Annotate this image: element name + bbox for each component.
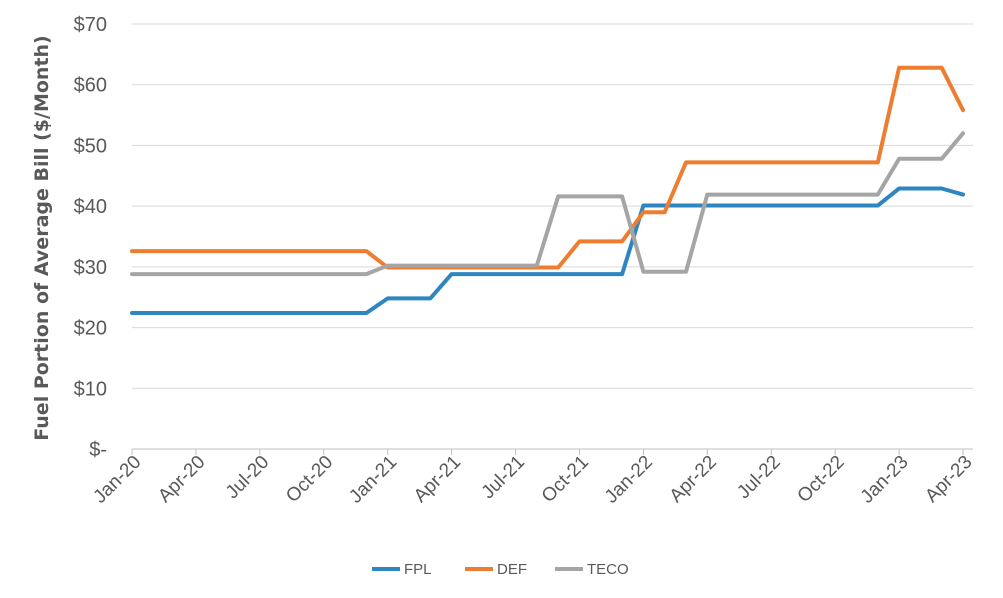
y-axis-tick-labels: $- $10 $20 $30 $40 $50 $60 $70 — [74, 14, 107, 461]
legend-label-def: DEF — [497, 561, 527, 578]
x-tick-label: Apr-23 — [921, 452, 976, 507]
x-tick-label: Apr-21 — [410, 452, 465, 507]
x-tick-label: Oct-21 — [538, 452, 593, 507]
series-line-fpl — [130, 186, 965, 315]
y-tick-label: $10 — [74, 378, 107, 400]
x-tick-label: Jul-22 — [733, 452, 784, 503]
legend: FPL DEF TECO — [372, 561, 629, 578]
legend-label-fpl: FPL — [404, 561, 432, 578]
y-tick-label: $60 — [74, 75, 107, 97]
x-tick-label: Oct-20 — [282, 452, 337, 507]
x-tick-label: Jul-20 — [222, 452, 273, 503]
x-axis — [131, 448, 973, 455]
series-lines — [130, 65, 965, 315]
y-tick-label: $70 — [74, 14, 107, 36]
legend-label-teco: TECO — [587, 561, 629, 578]
x-axis-tick-labels: Jan-20 Apr-20 Jul-20 Oct-20 Jan-21 Apr-21 Jul-… — [90, 452, 977, 508]
y-tick-label: $30 — [74, 257, 107, 279]
x-tick-label: Apr-20 — [154, 452, 209, 507]
x-tick-label: Jan-21 — [345, 452, 401, 508]
x-tick-label: Apr-22 — [666, 452, 721, 507]
x-tick-label: Jan-23 — [857, 452, 913, 508]
x-tick-label: Oct-22 — [794, 452, 849, 507]
x-tick-label: Jan-22 — [601, 452, 657, 508]
x-tick-label: Jul-21 — [478, 452, 529, 503]
y-tick-label: $50 — [74, 135, 107, 157]
y-tick-label: $20 — [74, 318, 107, 340]
y-axis-label: Fuel Portion of Average Bill ($/Month) — [31, 35, 53, 441]
y-tick-label: $40 — [74, 196, 107, 218]
series-line-teco — [130, 131, 965, 277]
y-tick-label: $- — [89, 439, 107, 461]
